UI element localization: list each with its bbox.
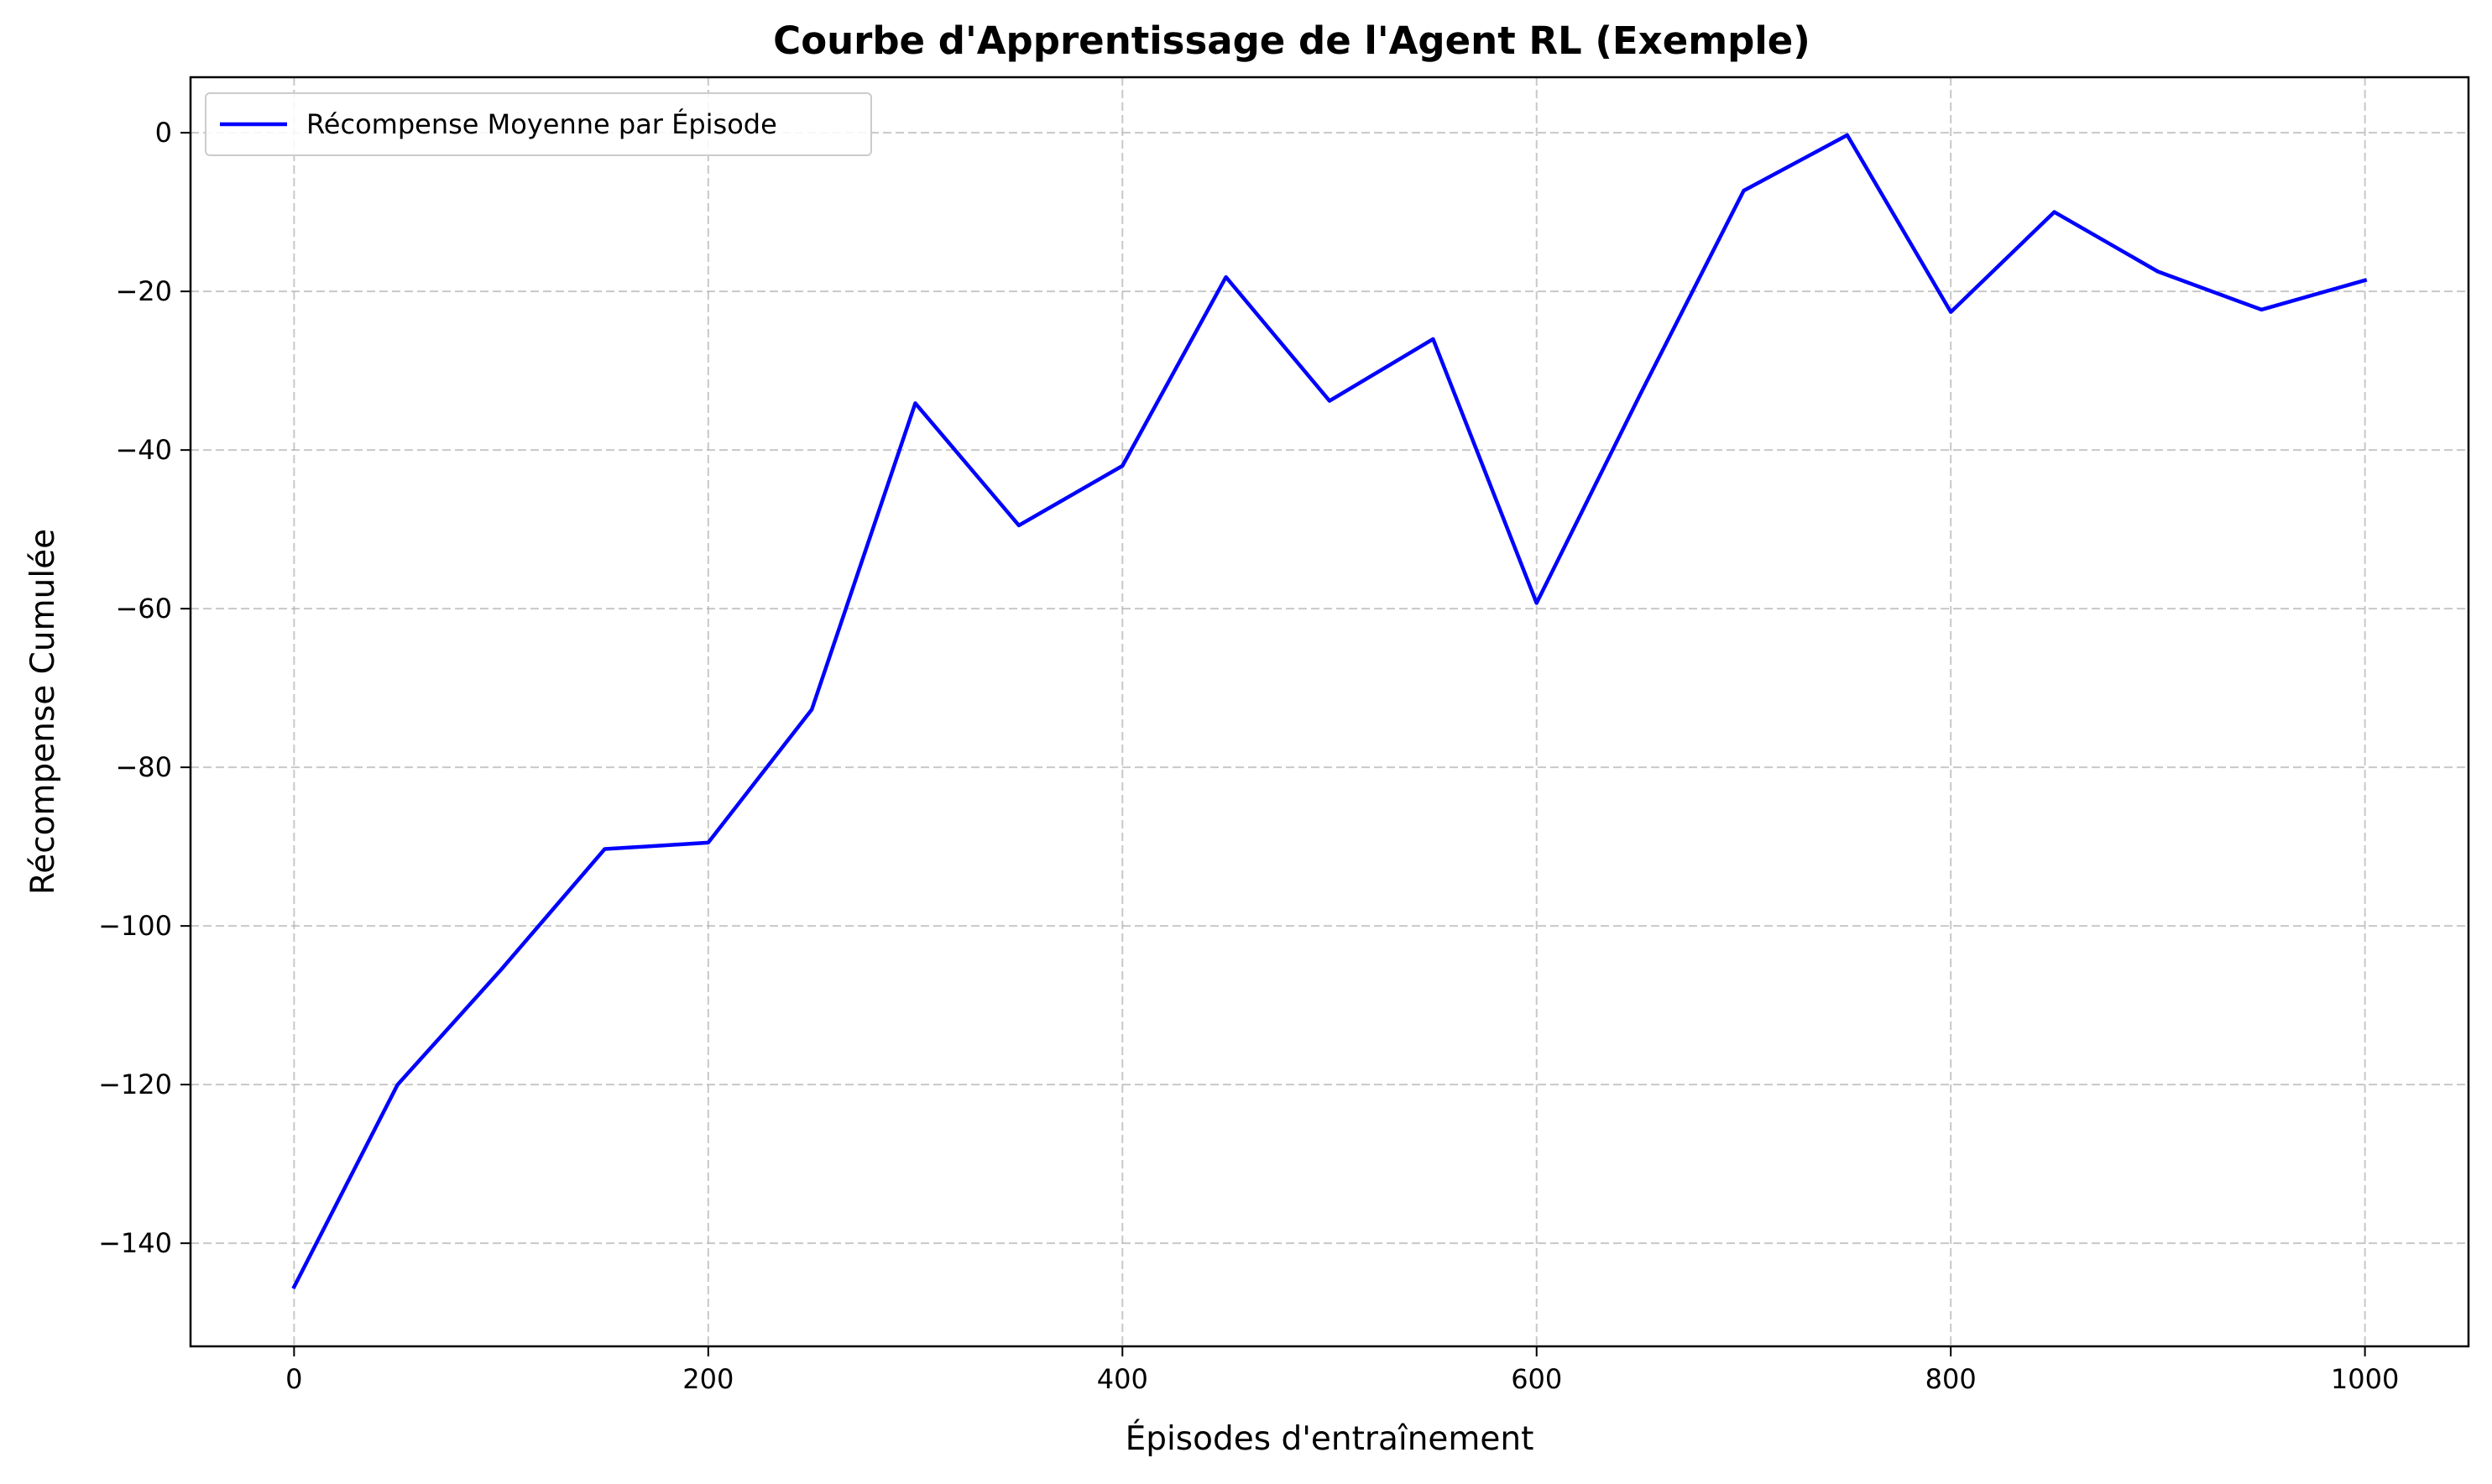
y-axis-label: Récompense Cumulée <box>24 529 62 895</box>
x-tick-label: 600 <box>1511 1363 1562 1395</box>
x-tick-label: 400 <box>1097 1363 1148 1395</box>
y-tick-label: −80 <box>115 751 172 783</box>
y-tick-label: 0 <box>155 117 172 149</box>
y-tick-label: −120 <box>98 1069 172 1100</box>
legend: Récompense Moyenne par Épisode <box>205 92 872 156</box>
x-tick-label: 0 <box>285 1363 302 1395</box>
series-line <box>291 133 2368 1290</box>
legend-label: Récompense Moyenne par Épisode <box>306 108 777 140</box>
series-lines <box>291 133 2368 1290</box>
x-tick-label: 200 <box>682 1363 734 1395</box>
y-tick-label: −40 <box>115 434 172 466</box>
x-tick-label: 1000 <box>2331 1363 2399 1395</box>
x-axis-ticks: 0 200 400 600 800 1000 <box>285 1346 2399 1395</box>
y-axis-ticks: 0 −20 −40 −60 −80 −100 −120 −140 <box>98 117 191 1259</box>
y-tick-label: −140 <box>98 1227 172 1259</box>
y-tick-label: −20 <box>115 275 172 307</box>
y-tick-label: −60 <box>115 593 172 624</box>
x-axis-label: Épisodes d'entraînement <box>1126 1419 1534 1458</box>
chart-title: Courbe d'Apprentissage de l'Agent RL (Ex… <box>773 18 1810 63</box>
x-tick-label: 800 <box>1925 1363 1977 1395</box>
legend-box <box>205 92 872 156</box>
y-tick-label: −100 <box>98 910 172 942</box>
plot-frame <box>189 76 2470 1348</box>
